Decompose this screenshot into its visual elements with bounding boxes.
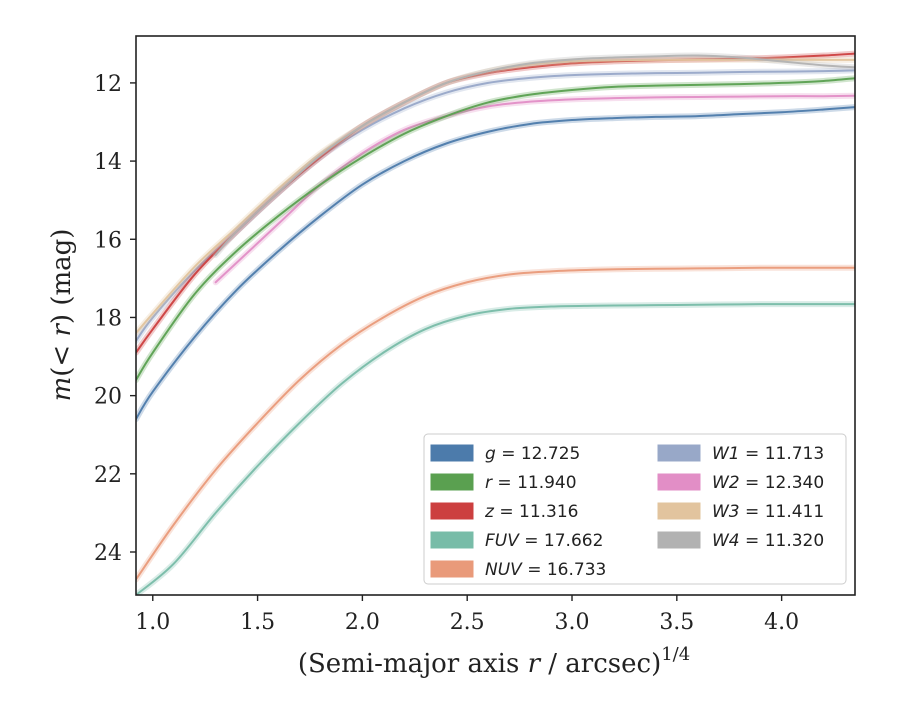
y-tick-label: 22 — [94, 463, 122, 488]
y-tick-label: 12 — [94, 72, 122, 97]
series-line-fuv — [136, 303, 855, 595]
series-line-nuv — [136, 266, 855, 581]
legend-label-w3: W3 = 11.411 — [712, 502, 824, 522]
legend-label-fuv: FUV = 17.662 — [485, 531, 603, 551]
legend-swatch-fuv — [430, 531, 474, 549]
plot-frame — [135, 35, 856, 596]
series-layer — [136, 50, 855, 595]
series-line-w2 — [214, 94, 855, 284]
x-tick-label: 1.0 — [135, 610, 170, 635]
legend-label-w2: W2 = 12.340 — [712, 473, 824, 493]
legend-swatch-w1 — [657, 444, 701, 462]
x-axis-label: (Semi-major axis r / arcsec)1/4 — [298, 644, 690, 679]
legend-label-w4: W4 = 11.320 — [712, 531, 824, 551]
legend-swatch-w4 — [657, 531, 701, 549]
legend-swatch-z — [430, 502, 474, 520]
y-tick-label: 18 — [94, 306, 122, 331]
y-tick-label: 14 — [94, 150, 122, 175]
x-axis-label-main: (Semi-major axis — [298, 649, 528, 679]
y-axis-label-post: ) (mag) — [47, 229, 77, 325]
legend-label-z: z = 11.316 — [484, 502, 578, 522]
y-axis-label-mid: (< — [47, 337, 77, 377]
x-axis-label-rest: / arcsec) — [540, 649, 661, 679]
y-tick-label: 20 — [94, 385, 122, 410]
x-tick-label: 1.5 — [240, 610, 275, 635]
legend-swatch-nuv — [430, 560, 474, 578]
legend-label-g: g = 12.725 — [485, 444, 580, 464]
x-tick-label: 2.0 — [345, 610, 380, 635]
y-axis-label-var: r — [47, 323, 77, 337]
legend-frame — [423, 433, 847, 585]
y-tick-label: 24 — [94, 541, 122, 566]
series-line-r — [136, 77, 855, 381]
y-axis-label: m(< r) (mag) — [47, 229, 77, 402]
legend-label-w1: W1 = 11.713 — [712, 444, 824, 464]
x-tick-label: 4.0 — [764, 610, 799, 635]
legend-swatch-g — [430, 444, 474, 462]
legend: g = 12.725 r = 11.940 z = 11.316 FUV = 17.6… — [423, 433, 847, 585]
legend-swatch-w3 — [657, 502, 701, 520]
legend-label-nuv: NUV = 16.733 — [485, 560, 606, 580]
legend-label-r: r = 11.940 — [485, 473, 577, 493]
series-line-g — [136, 106, 855, 421]
x-axis-label-var: r — [528, 649, 542, 679]
x-axis-ticks: 1.0 1.5 2.0 2.5 3.0 3.5 4.0 — [135, 595, 799, 635]
x-axis-label-exponent: 1/4 — [661, 644, 690, 665]
y-axis-label-m: m — [47, 377, 77, 402]
x-tick-label: 3.0 — [555, 610, 590, 635]
legend-swatch-w2 — [657, 473, 701, 491]
x-tick-label: 2.5 — [450, 610, 485, 635]
legend-swatch-r — [430, 473, 474, 491]
x-tick-label: 3.5 — [659, 610, 694, 635]
series-line-w4 — [214, 54, 855, 256]
y-tick-label: 16 — [94, 228, 122, 253]
y-axis-ticks: 12 14 16 18 20 22 24 — [94, 72, 136, 566]
